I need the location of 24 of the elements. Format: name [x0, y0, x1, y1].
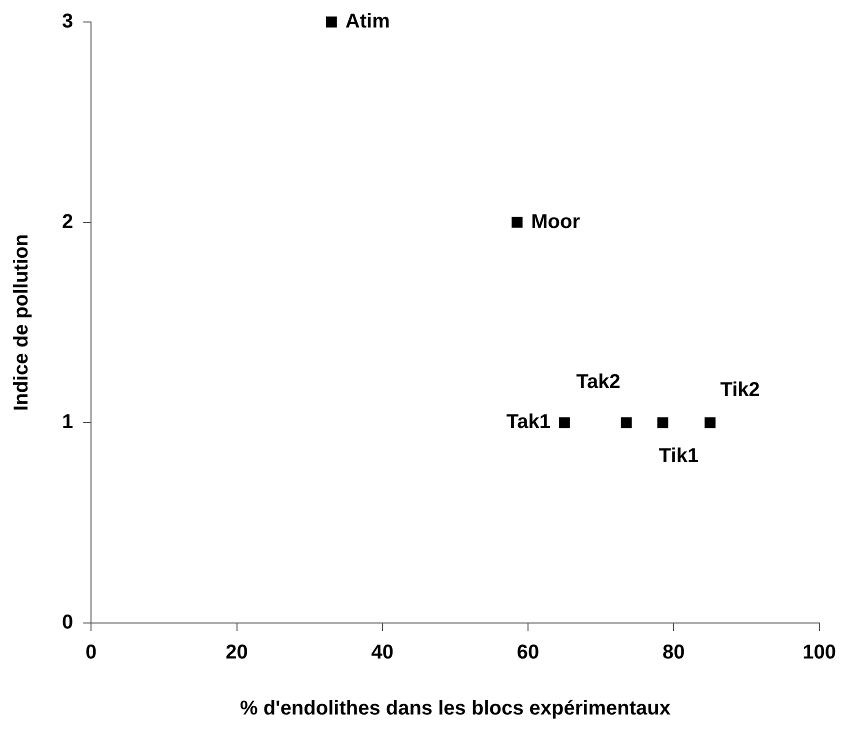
- annotation: Moor: [531, 210, 580, 233]
- point: [657, 417, 668, 428]
- x-tick-label: 0: [86, 642, 97, 664]
- annotation: Tik2: [720, 379, 760, 402]
- x-tick-label: 60: [516, 642, 540, 664]
- x-tick-label: 100: [802, 642, 836, 664]
- y-tick-label: 0: [62, 612, 74, 634]
- annotation: Tak1: [506, 411, 550, 434]
- point: [620, 417, 632, 428]
- point: [559, 417, 570, 428]
- y-tick-label: 1: [62, 411, 74, 434]
- annotation: Tak2: [576, 371, 620, 394]
- x-axis-title: % d'endolithes dans les blocs expérimentaux: [240, 698, 670, 720]
- y-tick-label: 3: [62, 10, 74, 33]
- point: [326, 16, 337, 28]
- y-tick-label: 2: [62, 210, 74, 233]
- y-axis-title: Indice de pollution: [10, 234, 33, 411]
- x-tick-label: 80: [662, 642, 685, 664]
- x-tick-label: 40: [371, 642, 394, 664]
- annotation: Tik1: [658, 445, 699, 468]
- annotation: Atim: [345, 10, 390, 33]
- point: [704, 417, 716, 428]
- x-tick-label: 20: [226, 642, 248, 664]
- point: [512, 216, 523, 228]
